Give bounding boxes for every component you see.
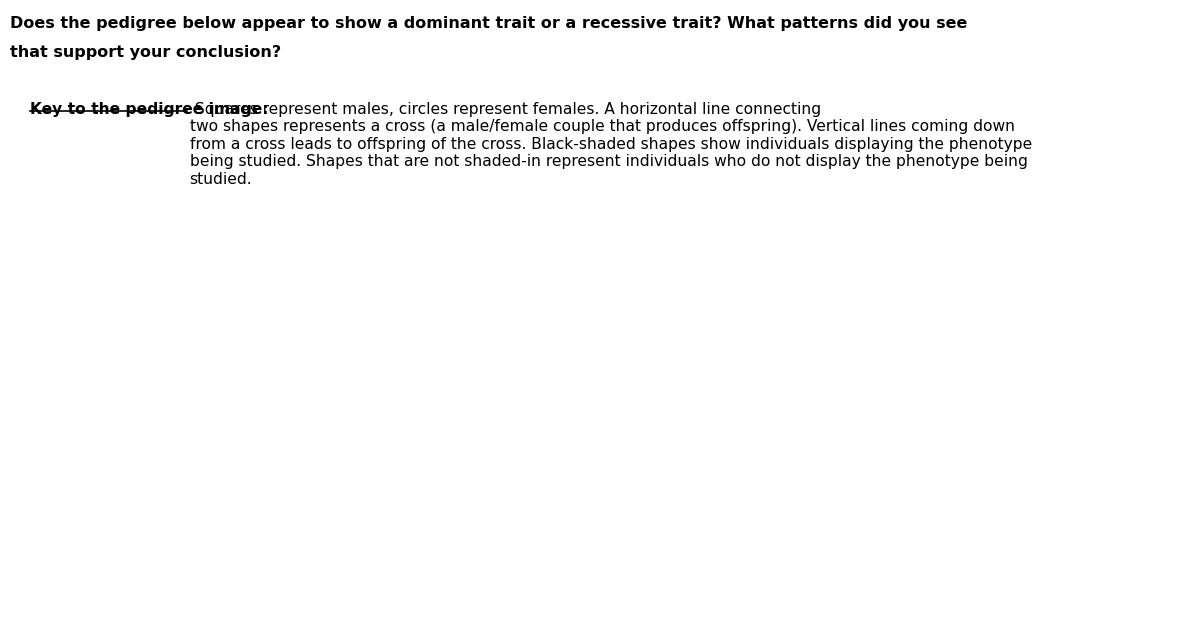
Text: Key to the pedigree image:: Key to the pedigree image: [30,102,269,117]
Text: Does the pedigree below appear to show a dominant trait or a recessive trait? Wh: Does the pedigree below appear to show a… [10,16,967,31]
Text: that support your conclusion?: that support your conclusion? [10,45,281,60]
Text: Squares represent males, circles represent females. A horizontal line connecting: Squares represent males, circles represe… [190,102,1032,187]
